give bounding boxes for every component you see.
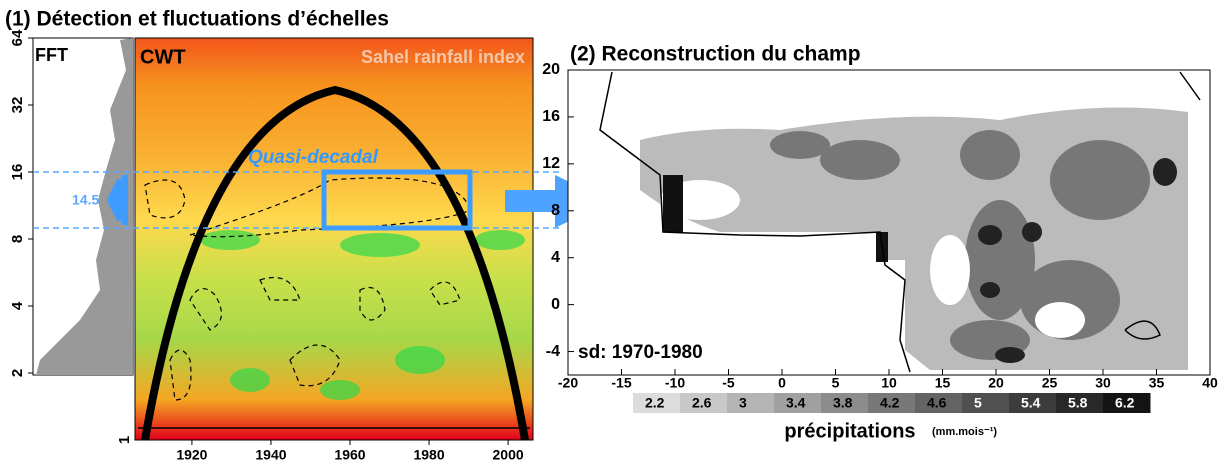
cwt-green-patches: [200, 230, 525, 400]
lon-tick-label: 35: [1149, 375, 1165, 391]
lon-tick-label: -20: [558, 375, 578, 391]
lat-tick-label: 12: [542, 155, 560, 172]
colorbar-tick-label: 5.4: [1021, 395, 1041, 411]
colorbar-cell: [915, 393, 963, 413]
colorbar-tick-label: 4.6: [927, 395, 947, 411]
lon-tick-label: 30: [1095, 375, 1111, 391]
lon-tick-label: -5: [722, 375, 735, 391]
colorbar-tick-label: 3: [739, 395, 747, 411]
lon-tick-label: 5: [832, 375, 840, 391]
panel1-title: (1) Détection et fluctuations d’échelles: [5, 8, 389, 31]
colorbar-cell: [1103, 393, 1151, 413]
colorbar-cell: [962, 393, 1010, 413]
fft-label: FFT: [35, 45, 68, 65]
colorbar-cell: [868, 393, 916, 413]
lat-tick-label: 8: [551, 202, 560, 219]
cone-of-influence: [141, 85, 529, 441]
colorbar-tick-label: 2.2: [645, 395, 665, 411]
colorbar-tick-label: 2.6: [692, 395, 712, 411]
colorbar-cell: [1009, 393, 1057, 413]
year-tick-label: 1940: [255, 447, 286, 463]
colorbar-cell: [727, 393, 775, 413]
period-tick-label: 4: [9, 301, 26, 310]
colorbar-tick-label: 5: [974, 395, 982, 411]
colorbar-tick-label: 5.8: [1068, 395, 1088, 411]
colorbar-unit: (mm.mois⁻¹): [932, 426, 997, 438]
lat-tick-label: 20: [542, 61, 560, 78]
lon-tick-label: -10: [665, 375, 685, 391]
band-marker: [106, 175, 128, 225]
colorbar-label: précipitations: [784, 420, 915, 442]
series-label: Sahel rainfall index: [361, 47, 525, 67]
lon-tick-label: 0: [778, 375, 786, 391]
period-tick-label: 64: [9, 29, 26, 46]
link-arrow: [505, 175, 610, 228]
coastline: [599, 71, 1201, 373]
lat-tick-label: 0: [551, 296, 560, 313]
year-tick-label: 1960: [334, 447, 365, 463]
lon-tick-label: 15: [935, 375, 951, 391]
colorbar-cell: [774, 393, 822, 413]
period-tick-label: 32: [9, 97, 26, 114]
lon-tick-label: -15: [611, 375, 631, 391]
colorbar-tick-label: 3.4: [786, 395, 806, 411]
period-label: sd: 1970-1980: [578, 342, 703, 363]
year-tick-label: 1920: [176, 447, 207, 463]
colorbar-cell: [680, 393, 728, 413]
period-tick-label: 8: [9, 235, 26, 243]
period-tick-label: 1: [116, 436, 133, 444]
colorbar-tick-label: 3.8: [833, 395, 853, 411]
colorbar-cell: [1056, 393, 1104, 413]
colorbar-cell: [633, 393, 681, 413]
lon-tick-label: 10: [881, 375, 897, 391]
fft-spectrum: [36, 38, 133, 375]
lat-tick-label: 4: [551, 249, 560, 266]
period-tick-label: 2: [9, 369, 26, 377]
colorbar-cell: [821, 393, 869, 413]
year-tick-label: 2000: [493, 447, 524, 463]
lat-tick-label: -4: [546, 343, 560, 360]
band-label: Quasi-decadal: [248, 147, 379, 168]
panel2-title: (2) Reconstruction du champ: [570, 43, 861, 66]
lat-tick-label: 16: [542, 108, 560, 125]
lon-tick-label: 25: [1042, 375, 1058, 391]
year-tick-label: 1980: [413, 447, 444, 463]
lon-tick-label: 20: [988, 375, 1004, 391]
precip-field: [640, 107, 1188, 370]
lon-tick-label: 40: [1202, 375, 1218, 391]
band-period: 14.5: [72, 192, 99, 208]
period-tick-label: 16: [9, 164, 26, 181]
cwt-label: CWT: [140, 46, 186, 68]
colorbar-tick-label: 4.2: [880, 395, 900, 411]
band-box: [321, 169, 473, 231]
colorbar-tick-label: 6.2: [1115, 395, 1135, 411]
